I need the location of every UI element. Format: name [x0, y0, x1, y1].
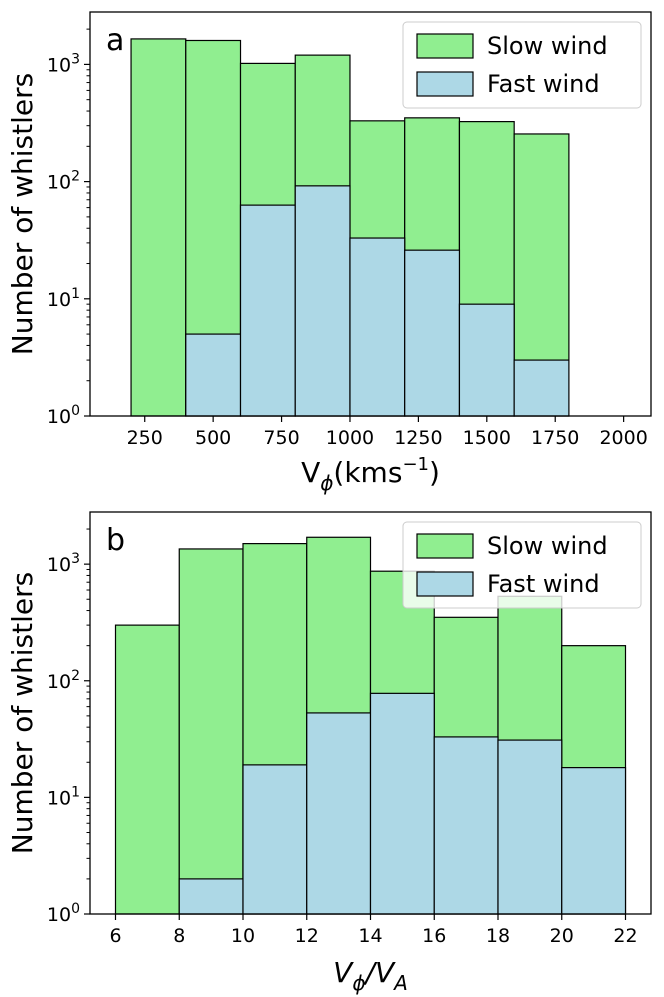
panel-b: 6 8 10 12 14 16 18 20 22 100 101 102 103 Number of wh… [6, 511, 652, 995]
fast-wind-bar-5 [433, 736, 499, 915]
y-tick-label: 101 [47, 784, 80, 809]
y-axis-label: Number of whistlers [6, 572, 39, 854]
fast-wind-bar-7 [513, 359, 570, 417]
y-tick-label: 103 [47, 51, 80, 76]
fast-wind-bar-7 [561, 767, 627, 915]
x-tick-label: 750 [263, 427, 299, 449]
legend-entry: Slow wind [487, 532, 608, 560]
fast-wind-bar-5 [404, 249, 461, 417]
legend-swatch [416, 71, 474, 97]
legend-swatch [416, 571, 474, 597]
slow-wind-bar-0 [114, 624, 180, 915]
fast-wind-bar-1 [185, 333, 242, 417]
x-tick-label: 12 [295, 925, 319, 947]
x-tick-label: 16 [422, 925, 446, 947]
panel-label: a [106, 23, 124, 58]
fast-wind-bar-1 [178, 878, 244, 915]
fast-wind-bar-4 [349, 237, 406, 417]
y-tick-label: 101 [47, 286, 80, 311]
legend-entry: Fast wind [487, 570, 600, 598]
x-tick-label: 1750 [531, 427, 579, 449]
y-tick-label: 102 [47, 169, 80, 194]
x-tick-label: 20 [550, 925, 574, 947]
legend-swatch [416, 533, 474, 559]
legend-entry: Slow wind [487, 32, 608, 60]
x-tick-label: 1000 [326, 427, 374, 449]
x-axis-label: Vϕ/VA [333, 956, 408, 995]
x-tick-label: 6 [109, 925, 121, 947]
legend-entry: Fast wind [487, 70, 600, 98]
fast-wind-bar-4 [369, 692, 435, 915]
x-tick-label: 500 [195, 427, 231, 449]
y-tick-label: 102 [47, 668, 80, 693]
x-axis-label: Vϕ(kms−1) [301, 454, 440, 495]
x-tick-label: 10 [231, 925, 255, 947]
y-tick-label: 100 [47, 901, 80, 926]
axes-frame [89, 11, 652, 417]
fast-wind-bar-2 [239, 204, 296, 417]
panel-label: b [106, 523, 125, 558]
x-tick-label: 18 [486, 925, 510, 947]
x-tick-label: 1250 [394, 427, 442, 449]
x-tick-label: 22 [613, 925, 637, 947]
fast-wind-bar-3 [294, 185, 351, 417]
y-tick-label: 100 [47, 403, 80, 428]
y-tick-label: 103 [47, 551, 80, 576]
x-tick-label: 8 [173, 925, 185, 947]
y-axis-label: Number of whistlers [6, 73, 39, 355]
slow-wind-bar-0 [130, 38, 187, 417]
x-tick-label: 250 [127, 427, 163, 449]
slow-wind-bar-1 [178, 548, 244, 915]
x-tick-label: 2000 [599, 427, 647, 449]
fast-wind-bar-6 [458, 303, 515, 417]
fast-wind-bar-3 [306, 712, 372, 915]
panel-a: 250 500 750 1000 1250 1500 1750 2000 100 101 102 10… [6, 11, 652, 495]
x-tick-label: 1500 [463, 427, 511, 449]
x-tick-label: 14 [358, 925, 382, 947]
fast-wind-bar-2 [242, 764, 308, 915]
fast-wind-bar-6 [497, 739, 563, 915]
legend-swatch [416, 33, 474, 59]
